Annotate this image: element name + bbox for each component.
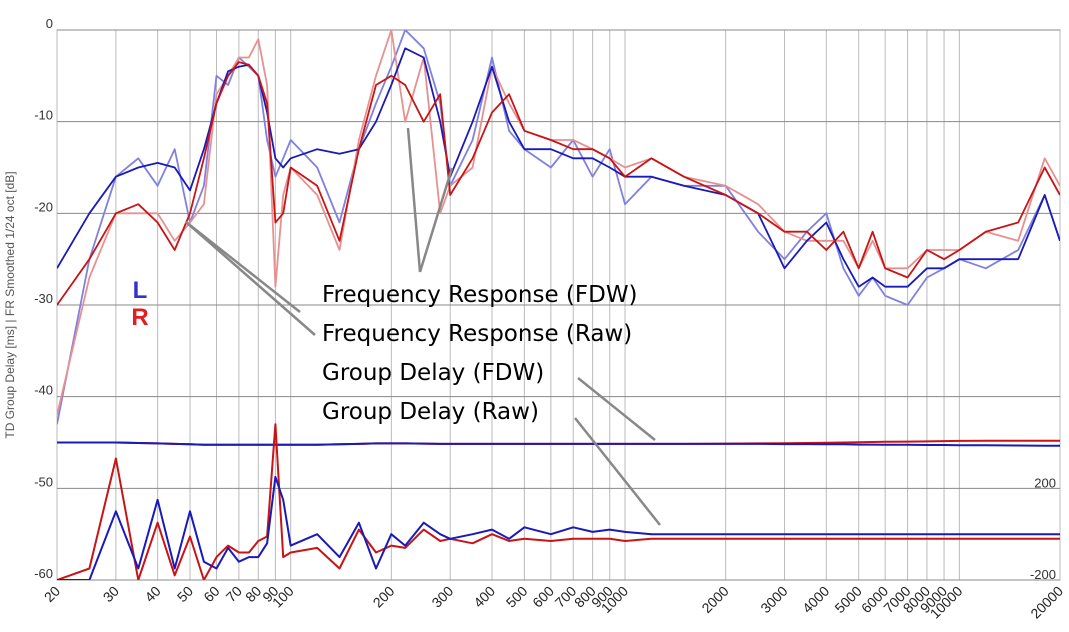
series-line bbox=[57, 30, 1060, 425]
series-line bbox=[57, 47, 1060, 288]
leader-line bbox=[406, 127, 422, 273]
y-tick-label: -50 bbox=[34, 474, 53, 489]
series-line bbox=[57, 475, 1060, 580]
y2-tick-label: 200 bbox=[1034, 475, 1056, 490]
y-tick-label: -20 bbox=[34, 199, 53, 214]
annotation: Frequency Response (Raw) bbox=[322, 321, 632, 347]
legend-label: R bbox=[131, 304, 148, 331]
series-line bbox=[57, 61, 1060, 306]
series-line bbox=[57, 441, 1060, 447]
leader-lines bbox=[185, 127, 661, 526]
leader-line bbox=[577, 377, 656, 441]
y2-tick-label: -200 bbox=[1030, 567, 1056, 582]
y-tick-label: -40 bbox=[34, 383, 53, 398]
y-tick-label: -10 bbox=[34, 108, 53, 123]
leader-line bbox=[574, 417, 661, 526]
annotation: Group Delay (FDW) bbox=[322, 360, 544, 386]
y-tick-label: 0 bbox=[46, 16, 53, 31]
annotation: Frequency Response (FDW) bbox=[322, 282, 638, 308]
y-tick-label: -30 bbox=[34, 291, 53, 306]
annotation: Group Delay (Raw) bbox=[322, 399, 539, 425]
series-line bbox=[57, 423, 1060, 580]
plot bbox=[57, 30, 1060, 580]
leader-line bbox=[418, 167, 454, 273]
legend: LR bbox=[131, 277, 148, 331]
y-tick-label: -60 bbox=[34, 566, 53, 581]
leader-line bbox=[185, 221, 316, 336]
annotations: Frequency Response (FDW) Frequency Respon… bbox=[322, 282, 638, 425]
legend-label: L bbox=[133, 277, 148, 304]
y-axis-label: TD Group Delay [ms] | FR Smoothed 1/24 o… bbox=[3, 171, 17, 438]
